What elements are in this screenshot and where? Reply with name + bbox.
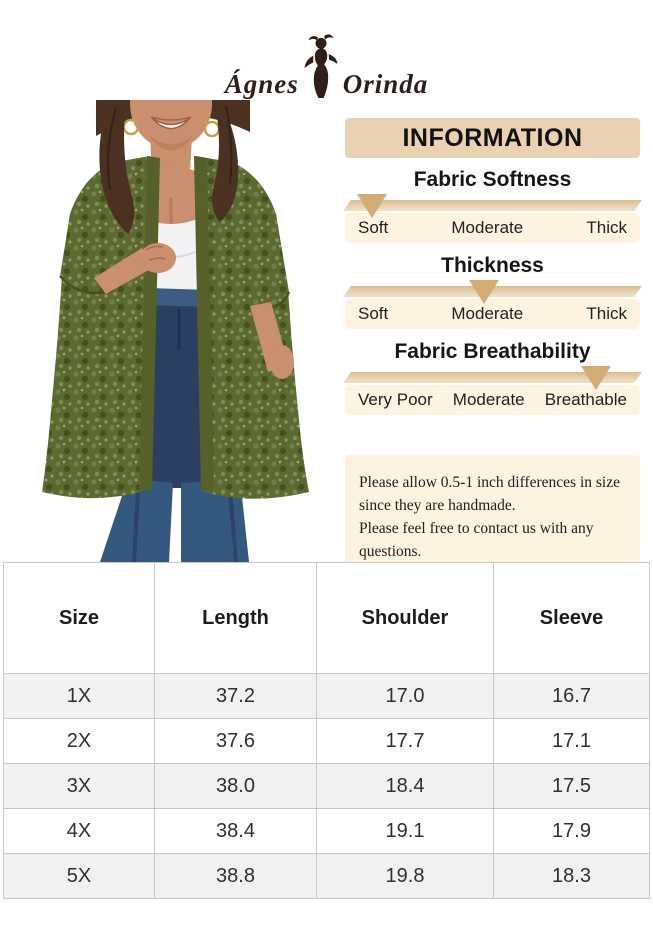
info-panel: INFORMATION Fabric Softness Soft Moderat… bbox=[343, 118, 642, 579]
model-hair bbox=[99, 100, 239, 234]
table-row: 4X 38.4 19.1 17.9 bbox=[3, 808, 650, 854]
note-box: Please allow 0.5-1 inch differences in s… bbox=[345, 455, 640, 579]
table-cell: 3X bbox=[3, 763, 155, 809]
scale-fabric-breathability: Fabric Breathability Very Poor Moderate … bbox=[343, 337, 642, 415]
brand-logo: Ágnes Orinda bbox=[0, 32, 653, 100]
table-row: 5X 38.8 19.8 18.3 bbox=[3, 853, 650, 899]
triangle-indicator-icon bbox=[580, 366, 611, 390]
scale-labels: Soft Moderate Thick bbox=[345, 299, 640, 329]
table-cell: 38.8 bbox=[154, 853, 317, 899]
table-cell: 37.6 bbox=[154, 718, 317, 764]
scale-bar: Soft Moderate Thick bbox=[343, 194, 642, 243]
table-cell: 17.1 bbox=[493, 718, 650, 764]
table-cell: 1X bbox=[3, 673, 155, 719]
table-cell: 5X bbox=[3, 853, 155, 899]
column-header: Length bbox=[154, 562, 317, 674]
note-line: Please feel free to contact us with any … bbox=[359, 520, 594, 560]
column-header: Shoulder bbox=[316, 562, 494, 674]
scale-fabric-softness: Fabric Softness Soft Moderate Thick bbox=[343, 165, 642, 243]
table-cell: 17.7 bbox=[316, 718, 494, 764]
scale-ribbon bbox=[343, 200, 642, 211]
brand-name-left: Ágnes bbox=[224, 69, 299, 99]
model-hand bbox=[250, 302, 294, 379]
table-cell: 19.8 bbox=[316, 853, 494, 899]
column-header: Sleeve bbox=[493, 562, 650, 674]
scale-label: Moderate bbox=[451, 218, 524, 237]
scale-label: Very Poor bbox=[358, 390, 433, 409]
note-line: Please allow 0.5-1 inch differences in s… bbox=[359, 474, 620, 491]
note-line: since they are handmade. bbox=[359, 497, 516, 514]
earring-hoop-icon bbox=[203, 120, 221, 138]
table-cell: 38.4 bbox=[154, 808, 317, 854]
table-cell: 37.2 bbox=[154, 673, 317, 719]
scale-label: Soft bbox=[358, 218, 389, 237]
triangle-indicator-icon bbox=[356, 194, 387, 218]
scale-label: Thick bbox=[586, 218, 627, 237]
size-table: Size Length Shoulder Sleeve 1X 37.2 17.0… bbox=[3, 562, 650, 899]
table-cell: 4X bbox=[3, 808, 155, 854]
info-panel-title: INFORMATION bbox=[345, 118, 640, 158]
model-hand bbox=[94, 243, 176, 294]
table-row: 3X 38.0 18.4 17.5 bbox=[3, 763, 650, 809]
table-row: 1X 37.2 17.0 16.7 bbox=[3, 673, 650, 719]
table-row: 2X 37.6 17.7 17.1 bbox=[3, 718, 650, 764]
table-cell: 17.0 bbox=[316, 673, 494, 719]
table-cell: 2X bbox=[3, 718, 155, 764]
table-cell: 38.0 bbox=[154, 763, 317, 809]
model-jeans bbox=[100, 288, 249, 562]
scale-label: Moderate bbox=[451, 304, 524, 323]
model-photo bbox=[42, 100, 309, 562]
scale-label: Breathable bbox=[544, 390, 627, 409]
scale-bar: Very Poor Moderate Breathable bbox=[343, 366, 642, 415]
scale-title: Thickness bbox=[441, 254, 544, 277]
size-table-header-row: Size Length Shoulder Sleeve bbox=[3, 562, 650, 674]
scale-label: Thick bbox=[586, 304, 627, 323]
woman-silhouette-icon bbox=[304, 34, 338, 98]
scale-title: Fabric Softness bbox=[413, 168, 572, 191]
table-cell: 17.9 bbox=[493, 808, 650, 854]
scale-title: Fabric Breathability bbox=[394, 340, 591, 363]
column-header: Size bbox=[3, 562, 155, 674]
table-cell: 18.3 bbox=[493, 853, 650, 899]
scale-labels: Very Poor Moderate Breathable bbox=[345, 385, 640, 415]
model-cardigan bbox=[42, 156, 309, 499]
triangle-indicator-icon bbox=[468, 280, 499, 304]
table-cell: 16.7 bbox=[493, 673, 650, 719]
scale-labels: Soft Moderate Thick bbox=[345, 213, 640, 243]
table-cell: 17.5 bbox=[493, 763, 650, 809]
scale-bar: Soft Moderate Thick bbox=[343, 280, 642, 329]
brand-name-right: Orinda bbox=[342, 69, 429, 99]
scale-label: Soft bbox=[358, 304, 389, 323]
scale-thickness: Thickness Soft Moderate Thick bbox=[343, 251, 642, 329]
scale-label: Moderate bbox=[452, 390, 525, 409]
table-cell: 19.1 bbox=[316, 808, 494, 854]
table-cell: 18.4 bbox=[316, 763, 494, 809]
